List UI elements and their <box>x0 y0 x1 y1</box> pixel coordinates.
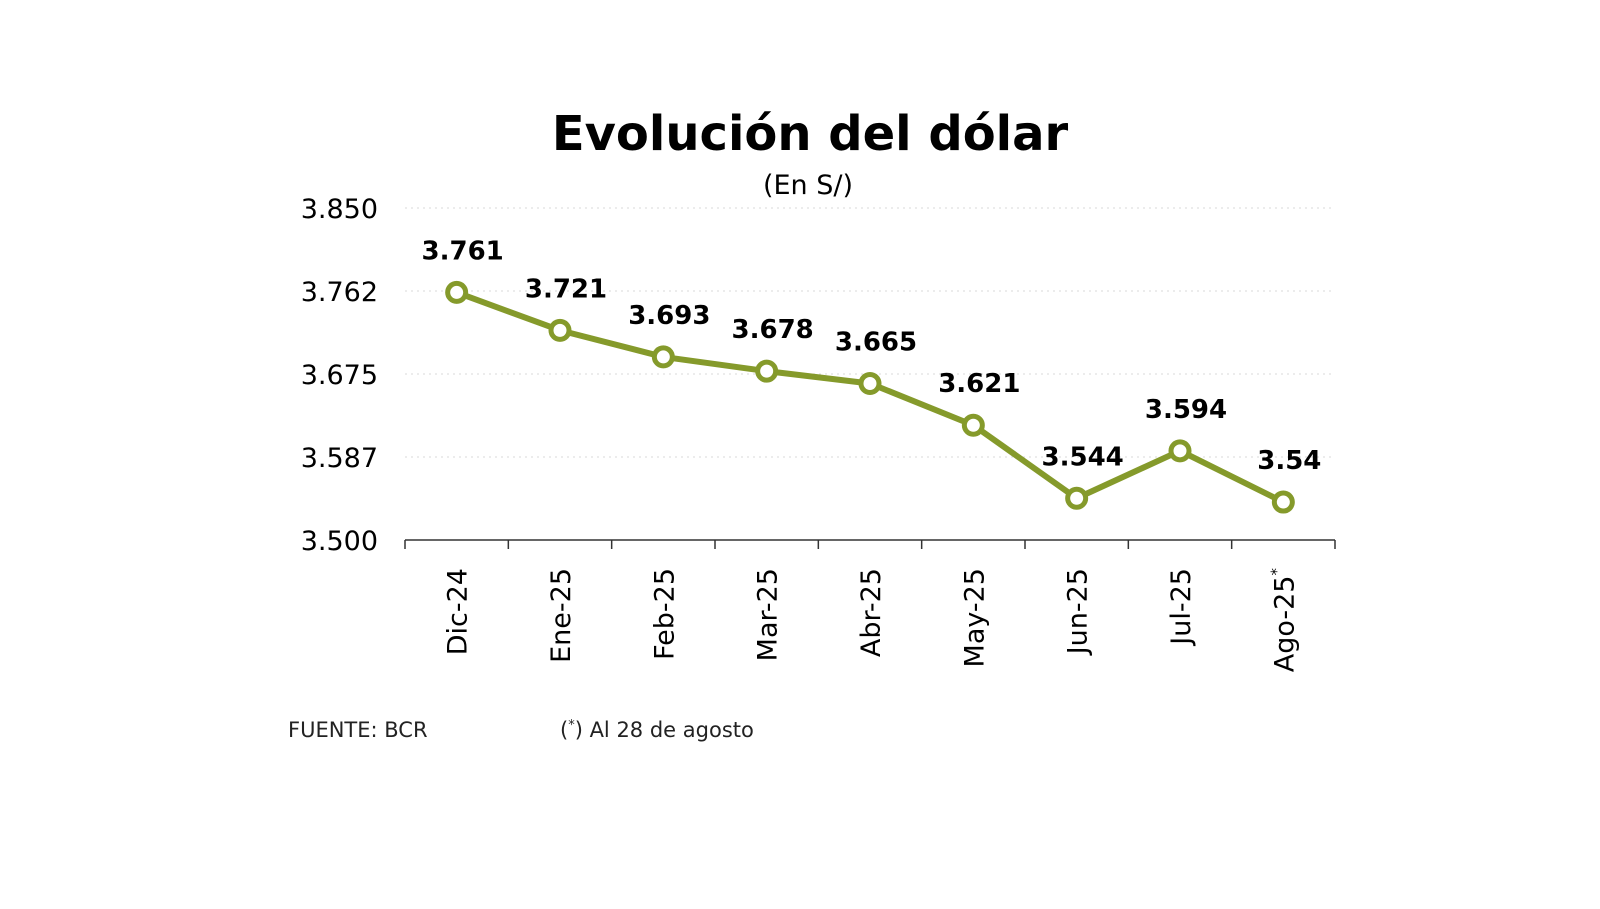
data-point-marker <box>1168 439 1192 463</box>
x-axis-labels: Dic-24 Ene-25 Feb-25 Mar-25 Abr-25 May-25 Jun-… <box>443 568 1301 673</box>
data-point-marker <box>858 371 882 395</box>
series <box>445 280 1295 514</box>
data-label: 3.665 <box>835 327 917 357</box>
data-label: 3.693 <box>628 301 710 331</box>
x-tick-label: Feb-25 <box>649 568 680 660</box>
y-tick-label: 3.587 <box>301 443 378 474</box>
y-tick-label: 3.850 <box>301 194 378 225</box>
y-axis-labels: 3.500 3.587 3.675 3.762 3.850 <box>301 194 378 557</box>
data-label: 3.544 <box>1042 442 1124 472</box>
x-axis <box>404 539 1336 549</box>
x-tick-label: May-25 <box>959 568 990 667</box>
date-note-rest: ) Al 28 de agosto <box>575 718 754 742</box>
date-note-open: ( <box>560 718 568 742</box>
source-note: FUENTE: BCR <box>288 718 428 742</box>
date-note: (*) Al 28 de agosto <box>560 718 754 742</box>
x-tick-label: Jul-25 <box>1166 568 1197 647</box>
x-tick-label: Abr-25 <box>856 568 887 657</box>
x-tick-label: Ago-25* <box>1267 568 1300 673</box>
data-point-marker <box>1065 486 1089 510</box>
x-tick-label: Ene-25 <box>546 568 577 663</box>
data-label: 3.678 <box>732 315 814 345</box>
x-tick-label: Mar-25 <box>753 568 784 661</box>
data-label: 3.54 <box>1257 446 1321 476</box>
data-label: 3.761 <box>422 236 504 266</box>
y-tick-label: 3.762 <box>301 277 378 308</box>
data-label: 3.621 <box>938 369 1020 399</box>
x-tick-label: Jun-25 <box>1063 568 1094 656</box>
chart-subtitle: (En S/) <box>763 170 853 201</box>
data-point-marker <box>755 359 779 383</box>
data-label: 3.594 <box>1145 395 1227 425</box>
data-point-marker <box>651 345 675 369</box>
x-tick-label: Dic-24 <box>443 568 474 655</box>
date-note-star: * <box>568 718 575 733</box>
data-point-marker <box>961 413 985 437</box>
y-tick-label: 3.500 <box>301 526 378 557</box>
data-label: 3.721 <box>525 274 607 304</box>
data-point-marker <box>548 318 572 342</box>
data-point-marker <box>445 280 469 304</box>
data-point-marker <box>1271 490 1295 514</box>
y-tick-label: 3.675 <box>301 360 378 391</box>
data-labels: 3.761 3.721 3.693 3.678 3.665 3.621 3.544 3.594… <box>422 236 1322 476</box>
chart-title: Evolución del dólar <box>552 106 1069 162</box>
